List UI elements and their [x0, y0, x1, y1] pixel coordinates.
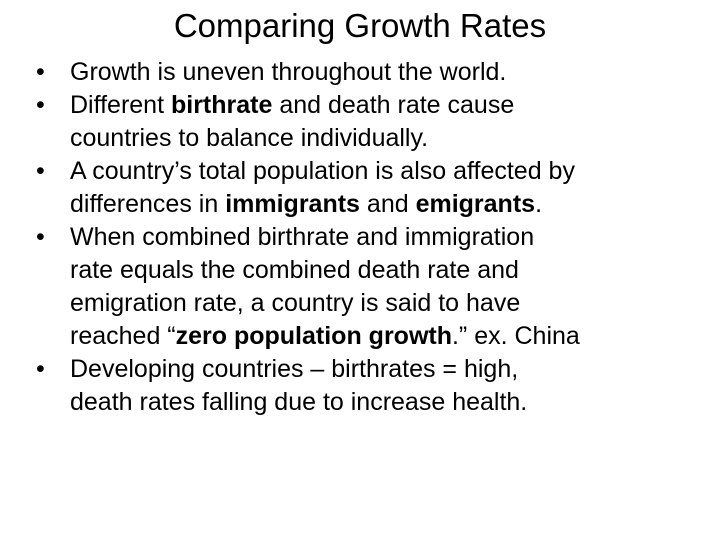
slide-title: Comparing Growth Rates: [173, 7, 547, 44]
text-segment: death rates falling due to increase heal…: [70, 388, 528, 416]
text-segment: .” ex. China: [451, 322, 580, 350]
bullet-line: countries to balance individually.: [70, 122, 700, 155]
bold-term: birthrate: [170, 91, 273, 119]
bullet-dot-icon: •: [36, 355, 45, 383]
bullet-dot-icon: •: [36, 58, 45, 86]
bullet-line: reached “zero population growth.” ex. Ch…: [70, 320, 700, 353]
text-segment: countries to balance individually.: [70, 124, 429, 152]
bullet-line: differences in immigrants and emigrants.: [70, 188, 700, 221]
bullet-line: emigration rate, a country is said to ha…: [70, 287, 700, 320]
bold-term: immigrants: [225, 190, 360, 218]
bullet-line: Growth is uneven throughout the world.: [70, 56, 700, 89]
text-segment: and: [359, 190, 416, 218]
bullet-item: • A country’s total population is also af…: [30, 155, 700, 221]
text-segment: Different: [70, 91, 171, 119]
bullet-line: When combined birthrate and immigration: [70, 221, 700, 254]
text-segment: When combined birthrate and immigration: [70, 223, 535, 251]
text-segment: Developing countries – birthrates = high…: [70, 355, 519, 383]
bullet-item: • When combined birthrate and immigration…: [30, 221, 700, 353]
bullet-line: rate equals the combined death rate and: [70, 254, 700, 287]
bullet-line: Developing countries – birthrates = high…: [70, 353, 700, 386]
text-segment: A country’s total population is also aff…: [70, 157, 575, 185]
text-segment: differences in: [70, 190, 226, 218]
bold-term: zero population growth: [175, 322, 452, 350]
text-segment: reached “: [70, 322, 176, 350]
text-segment: rate equals the combined death rate and: [70, 256, 519, 284]
bullet-line: death rates falling due to increase heal…: [70, 386, 700, 419]
bullet-item: • Developing countries – birthrates = hig…: [30, 353, 700, 419]
bullet-list: • Growth is uneven throughout the world. •…: [30, 56, 700, 419]
bullet-item: • Growth is uneven throughout the world.: [30, 56, 700, 89]
bullet-line: Different birthrate and death rate cause: [70, 89, 700, 122]
text-segment: and death rate cause: [272, 91, 515, 119]
text-segment: emigration rate, a country is said to ha…: [70, 289, 521, 317]
bullet-line: A country’s total population is also aff…: [70, 155, 700, 188]
bullet-dot-icon: •: [36, 91, 45, 119]
bullet-dot-icon: •: [36, 157, 45, 185]
bullet-item: • Different birthrate and death rate caus…: [30, 89, 700, 155]
text-segment: .: [535, 190, 543, 218]
bold-term: emigrants: [415, 190, 536, 218]
bullet-dot-icon: •: [36, 223, 45, 251]
text-segment: Growth is uneven throughout the world.: [70, 58, 507, 86]
